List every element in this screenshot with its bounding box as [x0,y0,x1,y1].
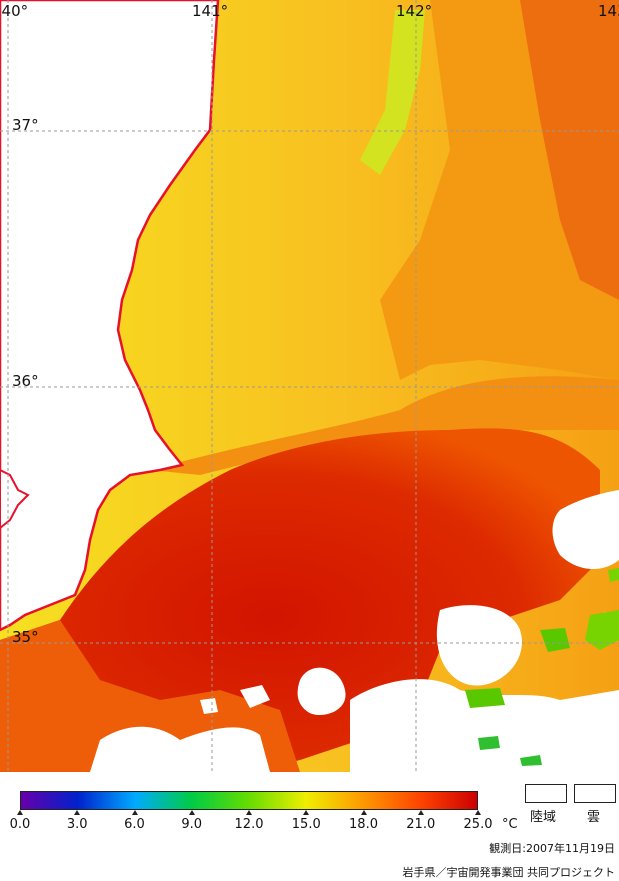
cool-patch-east-2 [540,628,570,652]
cool-patch-east-1 [585,610,619,650]
cloud-patch-small-1 [240,685,270,708]
cloud-key-swatch [574,784,616,803]
lat-label-36: 36° [12,372,39,390]
legend-tick-label: 12.0 [234,817,264,832]
lon-label-141: 141° [192,2,229,20]
cool-patch-east-3 [608,568,619,582]
sea-surface-temperature-map [0,0,619,772]
cloud-patch-southeast [436,605,522,686]
legend-tick-mark [188,810,195,815]
land-key-label: 陸域 [530,810,557,825]
land-key-swatch [525,784,567,803]
legend-tick-label: 0.0 [9,817,31,832]
cool-patch-south-2 [478,736,500,750]
legend-tick-mark [475,810,481,815]
legend-tick-label: 18.0 [349,817,378,832]
lat-label-37: 37° [12,116,39,134]
legend-tick-mark [360,810,367,815]
temperature-color-scale [20,791,478,810]
legend-tick-mark [74,810,81,815]
legend-tick-label: 3.0 [66,817,88,832]
ocean-cool-filament [360,10,425,175]
project-credit: 岩手県／宇宙開発事業団 共同プロジェクト [402,866,616,879]
cool-patch-south-1 [465,688,505,708]
lon-label-140: 140° [0,2,29,20]
cloud-patch-south-east-lower [350,679,619,772]
lat-label-35: 35° [12,628,39,646]
legend-tick-mark [303,810,310,815]
cool-patch-south-3 [520,755,542,766]
legend-unit: °C [502,817,518,832]
boso-inlet [0,468,30,530]
lon-label-142: 142° [396,2,433,20]
cloud-patch-south-west [90,726,270,772]
ocean-deep-orange-zone [520,0,619,300]
legend-tick-mark [131,810,138,815]
ocean-transition-zone [150,376,619,475]
legend-tick-mark [17,810,23,815]
legend-tick-label: 21.0 [406,817,436,832]
legend-tick-mark [417,810,424,815]
ocean-warm-pool [0,428,600,772]
lon-label-143: 143° [598,2,619,20]
cloud-patch-south-center [297,667,346,716]
cloud-key-label: 雲 [587,810,601,825]
legend-tick-label: 25.0 [463,817,493,832]
cloud-patch-east [552,490,619,570]
cloud-patch-small-2 [200,698,218,714]
honshu-land [0,0,220,632]
legend-tick-mark [246,810,252,815]
legend-tick-label: 6.0 [124,817,145,832]
lat-lon-grid [0,0,619,772]
observation-date: 観測日:2007年11月19日 [489,842,615,855]
legend-tick-label: 9.0 [181,817,203,832]
legend-tick-label: 15.0 [291,817,321,832]
